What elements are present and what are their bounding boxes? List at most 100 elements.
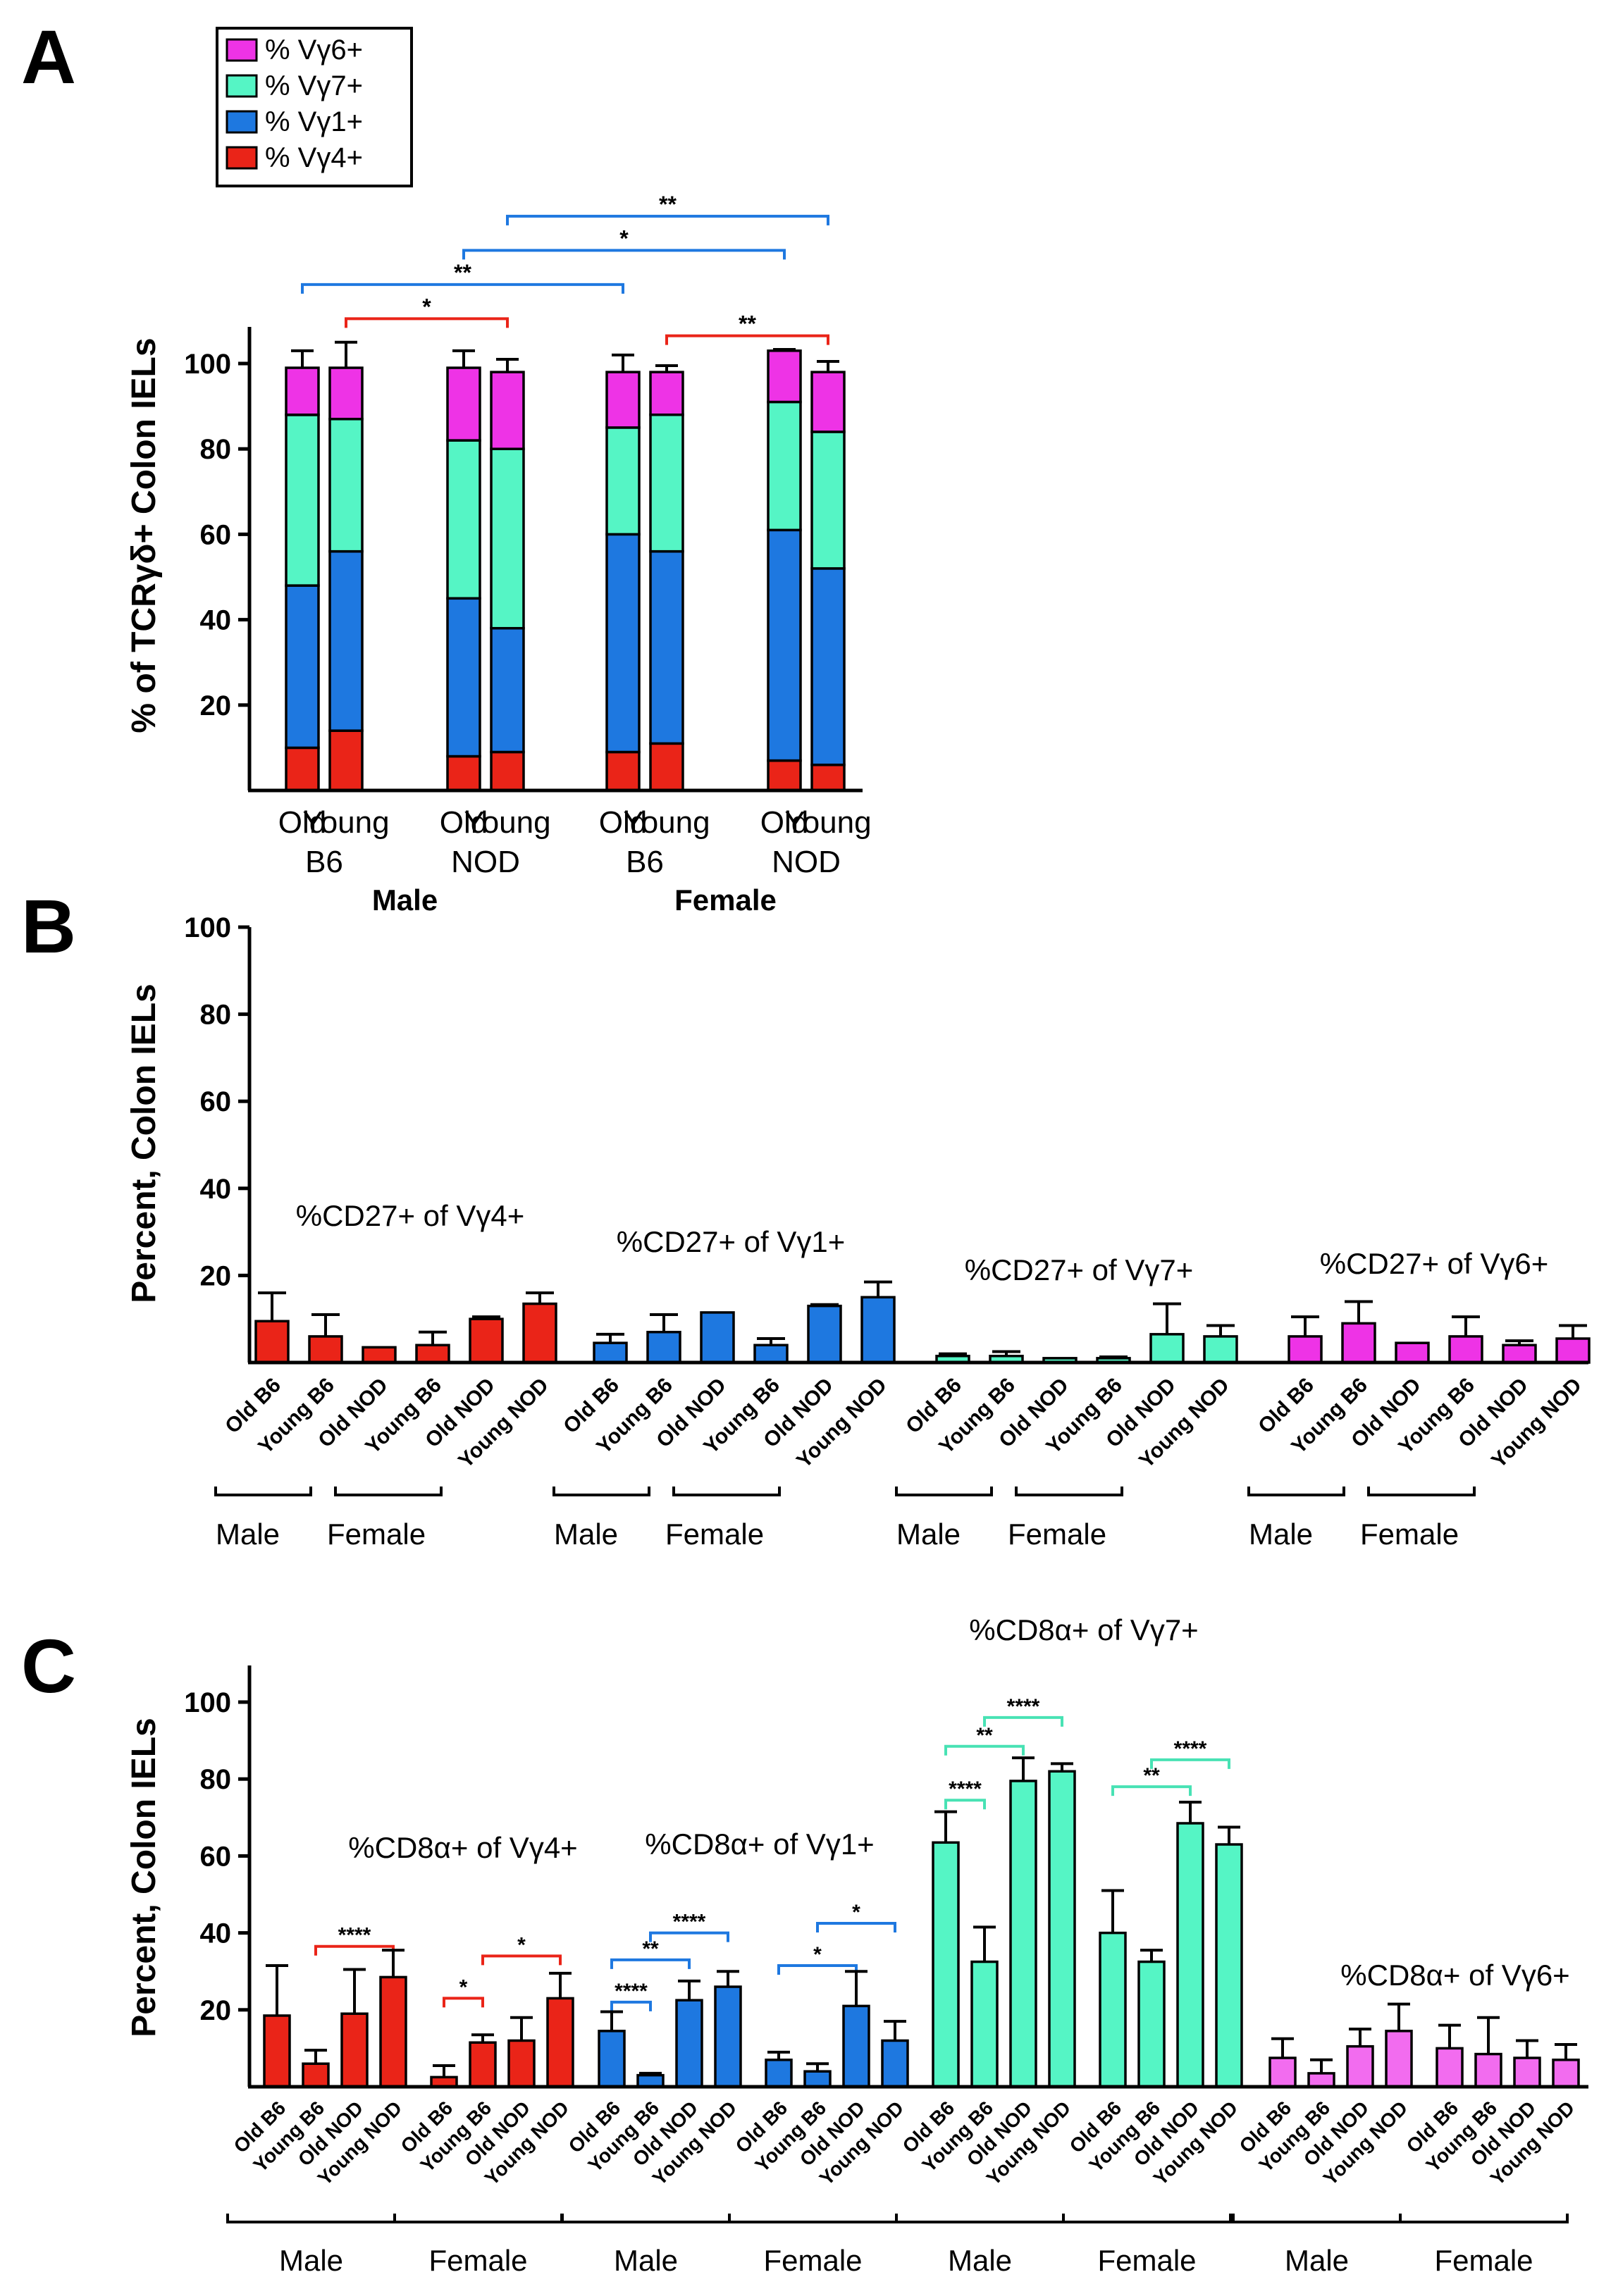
significance-bracket bbox=[944, 1799, 986, 1810]
bar-segment-vg4 bbox=[649, 742, 684, 792]
panel-b-y-tick-label: 60 bbox=[200, 1086, 232, 1117]
bar bbox=[362, 1346, 397, 1364]
significance-bracket-label: * bbox=[422, 294, 431, 319]
bar bbox=[803, 2070, 832, 2088]
panel-a-axes bbox=[247, 327, 863, 793]
significance-bracket bbox=[481, 1954, 562, 1966]
legend-label-vg1: % Vγ1+ bbox=[265, 106, 363, 137]
bar bbox=[1215, 1843, 1243, 2088]
legend-swatch-vg1 bbox=[226, 110, 258, 134]
panel-a-y-tick-label: 80 bbox=[200, 434, 232, 465]
significance-bracket-label: * bbox=[459, 1975, 468, 1999]
panel-c-y-ticks: 20 40 60 80 100 bbox=[184, 1687, 249, 2026]
bar-segment-vg6 bbox=[810, 371, 846, 433]
bar bbox=[1288, 1335, 1323, 1364]
sex-label: Male bbox=[896, 1518, 961, 1551]
panel-b-y-tick-label: 100 bbox=[184, 912, 231, 943]
group-bracket-male bbox=[561, 2214, 731, 2223]
group-title: %CD8α+ of Vγ7+ bbox=[969, 1613, 1198, 1646]
panel-b-label: B bbox=[21, 883, 76, 969]
panel-b-y-tick-label: 80 bbox=[200, 1000, 232, 1031]
group-bracket-female bbox=[728, 2214, 898, 2223]
bar bbox=[469, 1317, 504, 1364]
sex-label: Male bbox=[216, 1518, 280, 1551]
bar bbox=[1009, 1780, 1037, 2088]
bar-segment-vg1 bbox=[446, 597, 481, 758]
group-bracket-female bbox=[672, 1487, 781, 1496]
bar-segment-vg6 bbox=[446, 366, 481, 442]
group-bracket-female bbox=[1015, 1487, 1123, 1496]
bar bbox=[593, 1341, 628, 1364]
bar bbox=[469, 2041, 497, 2088]
bar bbox=[714, 1985, 742, 2088]
bar bbox=[860, 1296, 896, 1364]
bar bbox=[1555, 1337, 1591, 1364]
significance-bracket bbox=[816, 1921, 896, 1932]
group-title: %CD27+ of Vγ1+ bbox=[617, 1225, 846, 1258]
legend-label-vg7: % Vγ7+ bbox=[265, 70, 363, 101]
bar-segment-vg4 bbox=[490, 750, 525, 792]
significance-bracket-label: * bbox=[852, 1901, 860, 1924]
bar bbox=[1552, 2059, 1580, 2088]
bar bbox=[598, 2030, 626, 2088]
panel-c-y-tick-label: 100 bbox=[184, 1687, 231, 1718]
bar-segment-vg7 bbox=[490, 447, 525, 630]
bar-segment-vg4 bbox=[767, 759, 802, 792]
group-title: %CD8α+ of Vγ6+ bbox=[1340, 1959, 1569, 1992]
significance-bracket bbox=[983, 1715, 1063, 1727]
panel-a-y-tick-label: 40 bbox=[200, 605, 232, 636]
bar bbox=[1048, 1770, 1076, 2088]
bar-segment-vg6 bbox=[490, 371, 525, 450]
significance-bracket-label: **** bbox=[1007, 1695, 1040, 1718]
strain-label: NOD bbox=[772, 845, 841, 879]
sex-label: Male bbox=[1285, 2244, 1349, 2277]
significance-bracket bbox=[301, 283, 624, 294]
bar bbox=[1341, 1322, 1376, 1364]
group-bracket-male bbox=[1247, 1487, 1345, 1496]
bar bbox=[254, 1320, 290, 1364]
significance-bracket-label: ** bbox=[454, 260, 471, 285]
group-title: %CD27+ of Vγ6+ bbox=[1320, 1247, 1549, 1280]
bar bbox=[1203, 1335, 1238, 1364]
bar bbox=[1513, 2056, 1541, 2088]
bar-segment-vg7 bbox=[649, 413, 684, 553]
bar bbox=[1099, 1931, 1127, 2088]
bar bbox=[1385, 2030, 1413, 2088]
bar-segment-vg7 bbox=[328, 418, 364, 553]
panel-b-titles: %CD27+ of Vγ4+ %CD27+ of Vγ1+ %CD27+ of Vγ… bbox=[296, 1199, 1549, 1286]
panel-a-label: A bbox=[21, 14, 76, 99]
sex-label: Male bbox=[948, 2244, 1012, 2277]
panel-c: %CD8α+ of Vγ4+ %CD8α+ of Vγ1+ %CD8α+ of Vγ… bbox=[125, 1613, 1588, 2277]
group-bracket-female bbox=[1062, 2214, 1232, 2223]
panel-a: % Vγ6+% Vγ7+% Vγ1+% Vγ4+ ******** 204060… bbox=[125, 27, 872, 917]
group-bracket-female bbox=[334, 1487, 443, 1496]
significance-bracket-label: * bbox=[517, 1933, 526, 1956]
bar bbox=[522, 1302, 557, 1364]
panel-c-titles: %CD8α+ of Vγ4+ %CD8α+ of Vγ1+ %CD8α+ of Vγ… bbox=[348, 1613, 1569, 1992]
panel-b-y-label: Percent, Colon IELs bbox=[125, 983, 163, 1303]
bar-segment-vg4 bbox=[810, 763, 846, 792]
significance-bracket bbox=[1150, 1758, 1230, 1769]
bar-segment-vg1 bbox=[767, 528, 802, 762]
bar bbox=[1268, 2056, 1297, 2088]
strain-label: B6 bbox=[305, 845, 343, 879]
group-title: %CD8α+ of Vγ1+ bbox=[645, 1828, 874, 1861]
bar bbox=[415, 1344, 450, 1364]
panel-b-bars bbox=[254, 1280, 1591, 1364]
panel-b-y-tick-label: 40 bbox=[200, 1174, 232, 1205]
sex-label: Female bbox=[674, 883, 777, 917]
panel-c-y-tick-label: 40 bbox=[200, 1918, 232, 1949]
bar bbox=[302, 2062, 330, 2088]
panel-b-y-tick-label: 20 bbox=[200, 1260, 232, 1291]
group-bracket-female bbox=[393, 2214, 563, 2223]
significance-bracket bbox=[314, 1944, 395, 1956]
bar bbox=[1395, 1341, 1430, 1364]
group-bracket-male bbox=[895, 1487, 993, 1496]
significance-bracket-label: **** bbox=[1174, 1737, 1207, 1761]
bar-segment-vg7 bbox=[285, 413, 320, 587]
group-bracket-male bbox=[214, 1487, 312, 1496]
panel-b: %CD27+ of Vγ4+ %CD27+ of Vγ1+ %CD27+ of Vγ… bbox=[125, 912, 1591, 1551]
significance-bracket-label: * bbox=[813, 1943, 822, 1966]
